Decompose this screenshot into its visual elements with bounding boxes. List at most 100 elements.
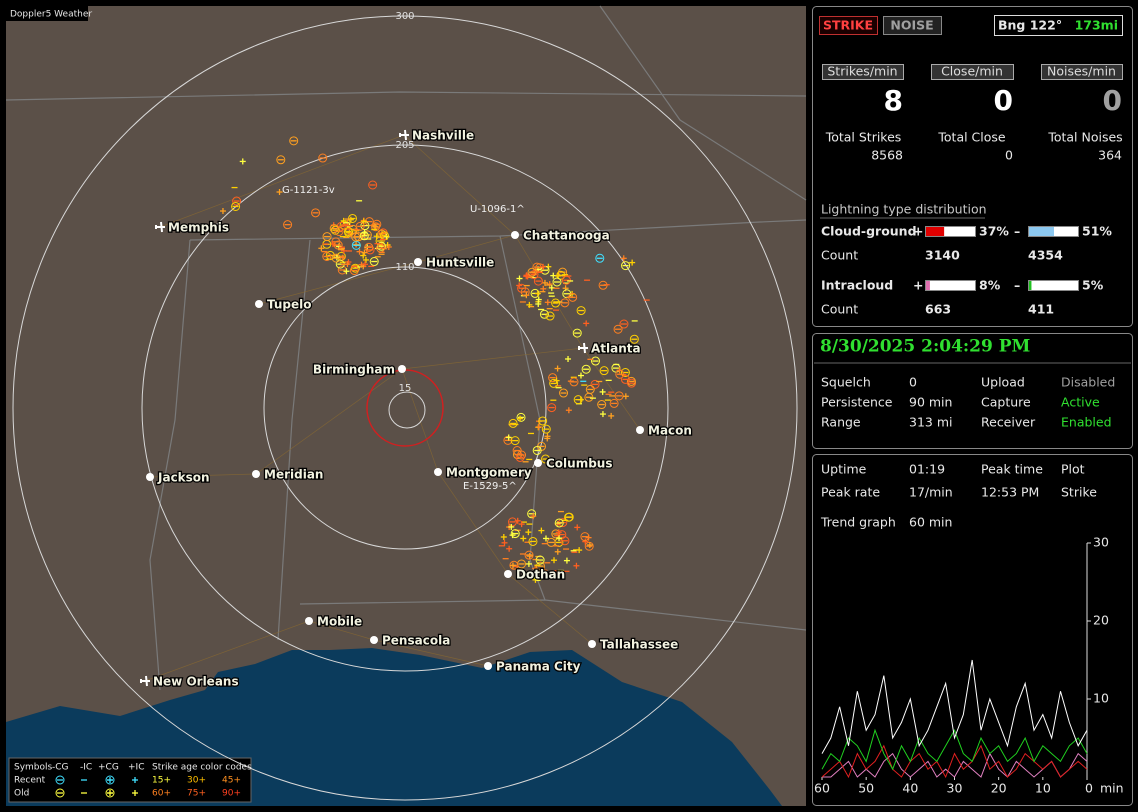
inner-ring [388,391,426,429]
stat: 12:53 PM [981,485,1039,500]
stat: Plot [1061,462,1085,477]
x-tick-label: 40 [902,781,918,796]
strike-ring [538,416,548,426]
strike-ring [559,388,569,398]
rate-label-box [931,64,1014,80]
airport-icon [155,221,165,233]
stat: Uptime [821,462,867,477]
strike-ring [599,366,609,376]
strike-ring [626,376,636,386]
strike-ring [231,201,241,211]
rate-label: Strikes/min [827,64,897,79]
city-dot [504,570,512,578]
rate-label: Noises/min [1047,64,1116,79]
strike-ring [541,424,551,434]
strike-ring [568,292,578,302]
app-title-box [6,6,88,21]
strike-ring [330,225,340,235]
city-dot [146,473,154,481]
strike-ring [573,395,583,405]
city-label: Memphis [168,221,229,235]
type-label: Intracloud [821,278,893,293]
range-ring [263,266,547,550]
trend-line [821,728,1088,771]
strike-ring [510,436,520,446]
distribution-title: Lightning type distribution [821,202,987,217]
noise-button[interactable] [883,16,942,35]
strike-ring [509,560,519,570]
airport-icon [578,342,588,354]
strike-ring [580,532,590,542]
percent: 5% [1082,278,1104,293]
strike-ring [368,180,378,190]
strike-ring [613,324,623,334]
storm-id: U-1096-1^ [470,204,525,215]
strike-ring [584,392,594,402]
range-label: 205 [395,140,414,151]
strike-ring [539,309,549,319]
strike-ring [546,537,556,547]
rate-label: Close/min [941,64,1003,79]
strike-ring [535,555,545,565]
count-label: Count [821,302,858,317]
city-dot [636,426,644,434]
strike-ring [551,298,561,308]
legend-age: 90+ [222,789,241,799]
legend-header: -IC [80,763,92,773]
datetime: 8/30/2025 2:04:29 PM [820,337,1031,357]
range-ring [12,15,798,801]
strike-ring [343,226,353,236]
stat: Strike [1061,485,1097,500]
legend-age: 15+ [152,776,171,786]
bearing-box [994,15,1123,36]
city-label: Panama City [496,660,581,674]
range-label: 300 [395,11,414,22]
strike-ring [355,221,365,231]
airport-icon [399,129,409,141]
strike-ring [590,379,600,389]
strike-ring [620,368,630,378]
strike-ring [620,374,630,384]
city-label: Nashville [412,129,474,143]
setting-value2: Disabled [1061,375,1115,390]
sign: – [1014,278,1020,293]
strike-ring [561,275,571,285]
type-label: Cloud-ground [821,224,917,239]
strike-ring [520,287,530,297]
strike-ring [597,400,607,410]
strike-ring [533,572,543,582]
count-value: 3140 [925,248,960,263]
setting-label2: Capture [981,395,1031,410]
strike-ring [527,267,537,277]
strike-ring [276,155,286,165]
strike-ring [508,517,518,527]
strike-ring [503,435,513,445]
strike-ring [572,328,582,338]
city-label: Huntsville [426,256,494,270]
strike-ring [560,298,570,308]
percent: 37% [979,224,1009,239]
city-label: Meridian [264,468,323,482]
rate-label-box [1041,64,1123,80]
strike-ring [549,378,559,388]
strike-button[interactable] [819,16,878,35]
city-dot [414,258,422,266]
strike-ring [55,775,65,785]
strike-ring [551,529,561,539]
strike-ring [55,788,65,798]
setting-value: 313 mi [909,415,952,430]
strike-ring [311,208,321,218]
strike-ring [564,512,574,522]
legend-age: 30+ [187,776,206,786]
city-dot [252,470,260,478]
city-dot [534,459,542,467]
strike-ring [331,253,341,263]
road [144,620,489,682]
x-axis-label: min [1100,781,1124,796]
strike-ring [529,270,539,280]
strike-ring [584,541,594,551]
strike-ring [591,356,601,366]
total-label: Total Noises [1047,130,1122,145]
airport-icon [140,675,150,687]
